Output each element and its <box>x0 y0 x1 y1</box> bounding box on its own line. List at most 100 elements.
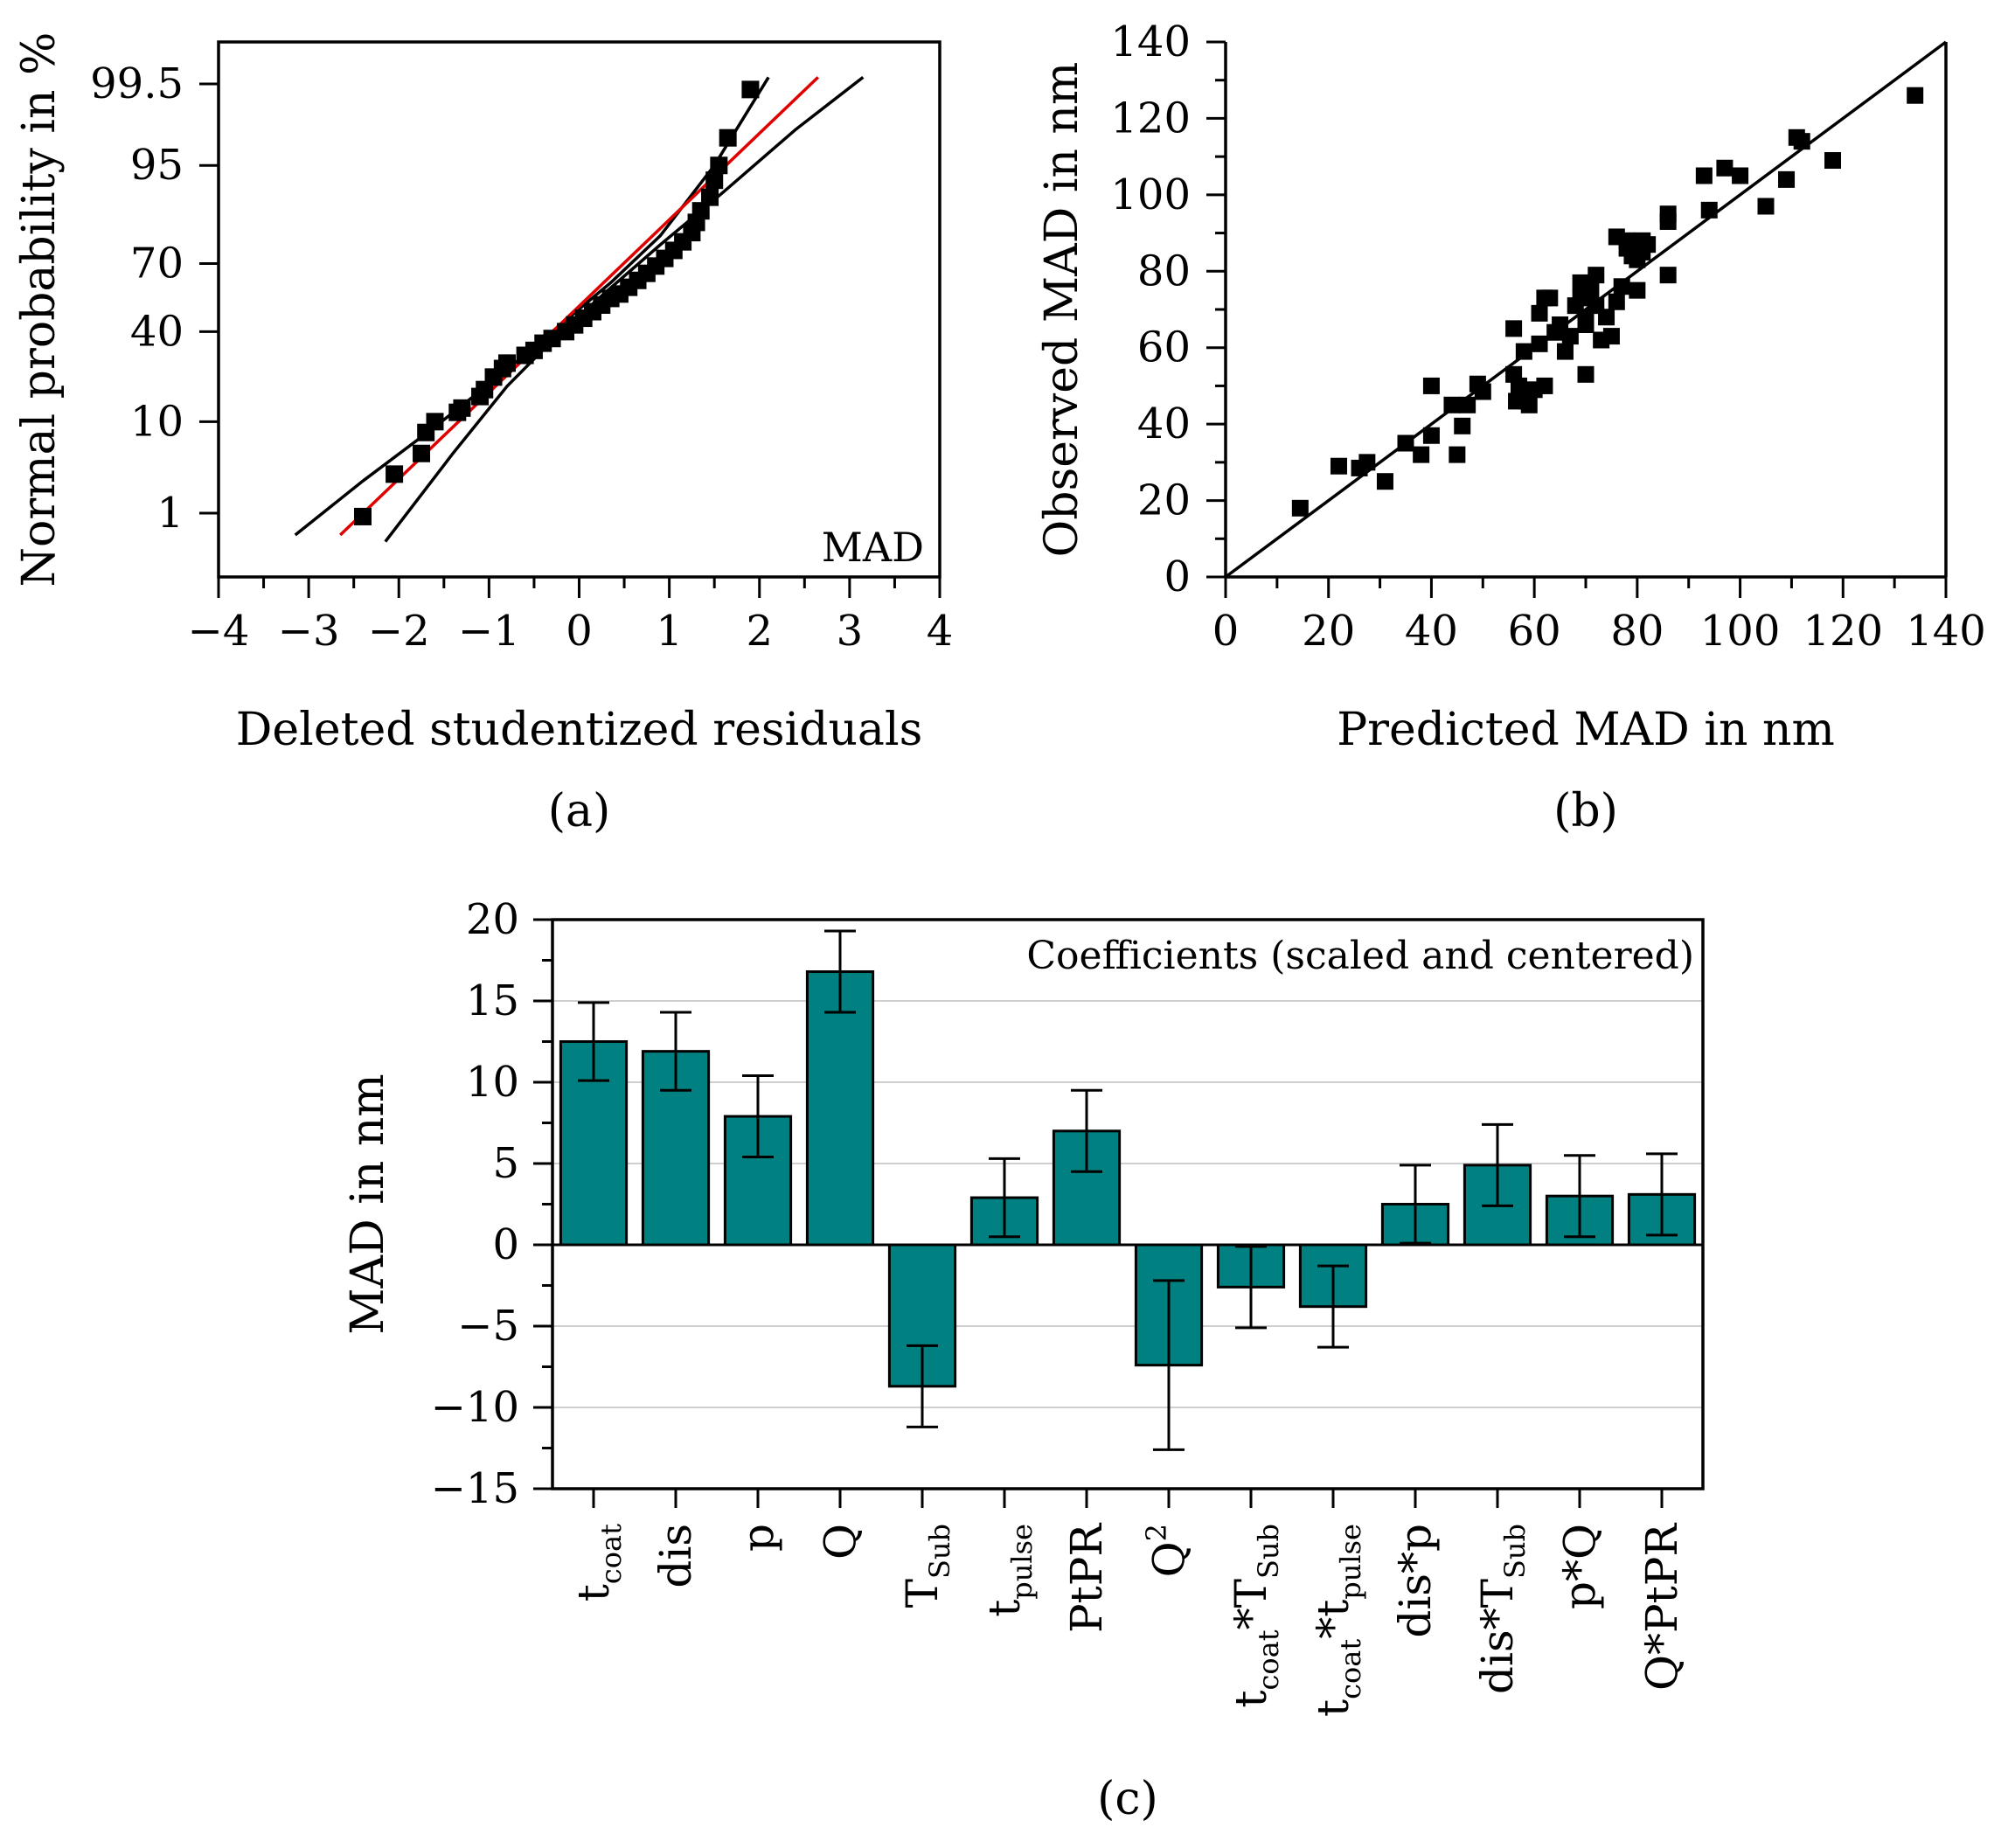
category-label-part: *t <box>1308 1600 1358 1639</box>
y-tick-label: −15 <box>431 1464 519 1513</box>
data-point <box>426 413 444 431</box>
y-tick-label: 0 <box>1164 552 1191 601</box>
y-tick-label: 10 <box>466 1058 519 1107</box>
panel-a-data-points <box>354 80 760 525</box>
category-label-part: Sub <box>1252 1524 1285 1579</box>
fit-line <box>339 76 819 537</box>
y-tick-label: 0 <box>492 1220 519 1269</box>
data-point <box>1413 446 1430 463</box>
data-point <box>1778 170 1796 188</box>
category-label-part: t <box>568 1584 619 1601</box>
category-label: tcoat*tpulse <box>1308 1524 1367 1717</box>
category-label: dis <box>650 1524 701 1588</box>
data-point <box>386 465 404 483</box>
category-label-part: coat <box>1334 1639 1367 1699</box>
y-tick-label: 95 <box>130 141 184 190</box>
data-point <box>1598 309 1615 326</box>
category-label-part: dis <box>650 1524 701 1588</box>
panel-b-x-axis-label: Predicted MAD in nm <box>1337 704 1835 756</box>
data-point <box>1449 446 1466 463</box>
panel-c-title: Coefficients (scaled and centered) <box>1026 934 1694 978</box>
y-tick-label: 5 <box>492 1139 519 1188</box>
y-tick-label: 70 <box>130 239 184 288</box>
y-tick-label: 140 <box>1110 17 1191 66</box>
y-tick-label: 40 <box>130 307 184 356</box>
y-tick-label: 99.5 <box>90 59 184 108</box>
data-point <box>1536 377 1553 394</box>
panel-a-annotation: MAD <box>822 524 924 571</box>
x-tick-label: 60 <box>1508 607 1561 656</box>
data-point <box>1531 304 1548 322</box>
panel-a-y-axis-ticks: 1 10 40 70 95 99.5 <box>90 59 219 538</box>
error-bar <box>824 929 856 1014</box>
data-point <box>1531 335 1548 352</box>
error-bar <box>1235 1245 1267 1330</box>
x-tick-label: 100 <box>1700 607 1781 656</box>
category-label-part: coat <box>594 1524 628 1584</box>
data-point <box>691 202 710 220</box>
category-label-part: Q*PtPR <box>1636 1523 1687 1691</box>
error-bar <box>1564 1154 1595 1239</box>
category-label-part: t <box>979 1600 1030 1617</box>
error-bar <box>578 1001 609 1082</box>
category-label: tcoat*TSub <box>1226 1524 1285 1708</box>
y-tick-label: −5 <box>457 1302 519 1351</box>
category-label: TSub <box>897 1524 956 1608</box>
data-point <box>1629 251 1646 268</box>
error-bar <box>742 1074 774 1159</box>
panel-b-data-points <box>1291 87 1924 517</box>
category-label-part: dis*T <box>1472 1579 1523 1694</box>
data-point <box>1474 383 1491 400</box>
data-point <box>1757 198 1775 215</box>
category-label-part: Sub <box>923 1524 956 1579</box>
x-tick-label: 2 <box>746 607 773 656</box>
data-point <box>1561 328 1579 345</box>
panel-b-y-axis-ticks: 0 20 40 60 80 100 120 140 <box>1110 17 1226 601</box>
data-point <box>413 444 431 462</box>
y-tick-label: 10 <box>130 397 184 446</box>
panel-c-bars <box>559 970 1697 1388</box>
data-point <box>1358 454 1376 471</box>
panel-a-y-axis-label: Normal probability in % <box>13 32 66 587</box>
panel-b-y-axis-label: Observed MAD in nm <box>1036 62 1088 558</box>
data-point <box>1716 159 1734 177</box>
panel-b-x-axis-ticks: 0 20 40 60 80 100 120 140 <box>1212 577 1986 656</box>
category-label-part: pulse <box>1005 1524 1039 1600</box>
category-label: Q2 <box>1140 1524 1194 1577</box>
category-label: tpulse <box>979 1524 1039 1617</box>
x-tick-label: −2 <box>368 607 430 656</box>
category-label: p*Q <box>1554 1524 1605 1609</box>
data-point <box>1577 365 1595 383</box>
data-point <box>1376 473 1393 490</box>
category-label: Q <box>815 1524 865 1560</box>
x-tick-label: −4 <box>188 607 250 656</box>
category-label: tcoat <box>568 1524 628 1601</box>
y-tick-label: 1 <box>156 489 184 538</box>
x-tick-label: 3 <box>837 607 864 656</box>
panel-a-caption: (a) <box>548 785 611 837</box>
y-tick-label: −10 <box>431 1383 519 1432</box>
x-tick-label: 140 <box>1906 607 1986 656</box>
category-label-part: 2 <box>1140 1524 1173 1541</box>
category-label-part: *T <box>1226 1579 1276 1629</box>
data-point <box>1459 396 1476 413</box>
category-label: PtPR <box>1061 1523 1112 1633</box>
panel-a-x-axis-ticks: −4 −3 −2 −1 0 1 2 3 4 <box>188 577 953 656</box>
category-label: dis*p <box>1390 1524 1441 1638</box>
panel-a-normal-probability-plot: −4 −3 −2 −1 0 1 2 3 4 1 10 40 70 95 99.5 MAD Deleted … <box>13 32 953 837</box>
data-point <box>1443 396 1461 413</box>
category-label-part: T <box>897 1579 948 1608</box>
data-point <box>543 330 561 348</box>
x-tick-label: 20 <box>1302 607 1355 656</box>
category-label: Q*PtPR <box>1636 1523 1687 1691</box>
data-point <box>719 129 737 147</box>
category-label: p <box>733 1524 783 1552</box>
data-point <box>1608 293 1625 310</box>
data-point <box>1588 267 1605 284</box>
data-point <box>1639 236 1657 254</box>
y-tick-label: 40 <box>1137 399 1191 448</box>
y-tick-label: 15 <box>466 976 519 1025</box>
x-tick-label: 40 <box>1405 607 1458 656</box>
data-point <box>453 399 471 417</box>
